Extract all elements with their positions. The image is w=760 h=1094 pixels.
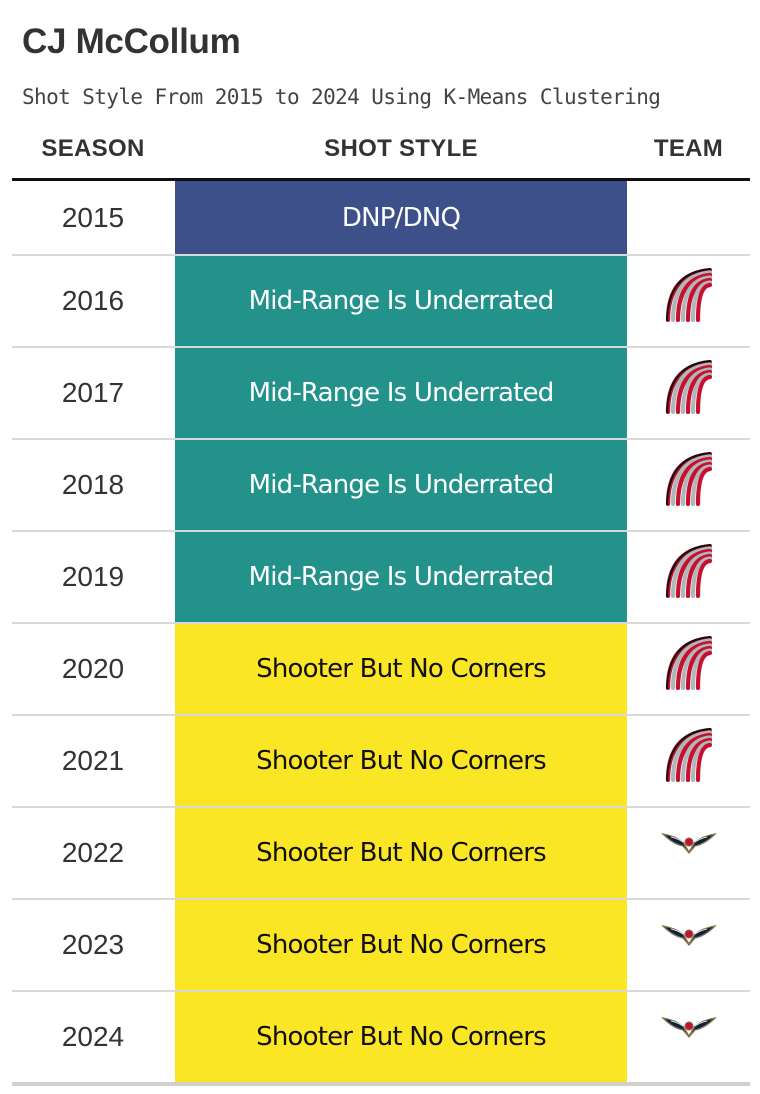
chart-title: CJ McCollum: [22, 22, 241, 61]
table-body: 2015 DNP/DNQ 2016 Mid-Range Is Underrated 20…: [12, 181, 750, 1086]
shot-style-cell: Shooter But No Corners: [175, 992, 627, 1082]
table-row: 2020 Shooter But No Corners: [12, 624, 750, 716]
table-row: 2016 Mid-Range Is Underrated: [12, 256, 750, 348]
team-cell: [627, 348, 750, 438]
column-header-team: TEAM: [653, 135, 724, 162]
pelicans-logo-icon: [660, 922, 717, 946]
shot-style-cell: Shooter But No Corners: [175, 624, 627, 714]
pelicans-logo-icon: [660, 830, 717, 854]
season-cell: 2020: [61, 653, 125, 684]
season-cell: 2021: [61, 745, 125, 776]
chart-subtitle: Shot Style From 2015 to 2024 Using K-Mea…: [22, 85, 661, 109]
table-row: 2017 Mid-Range Is Underrated: [12, 348, 750, 440]
column-header-shot-style: SHOT STYLE: [324, 135, 478, 162]
shot-style-cell: Mid-Range Is Underrated: [175, 256, 627, 346]
trail-blazers-logo-icon: [664, 634, 714, 690]
shot-style-cell: Mid-Range Is Underrated: [175, 348, 627, 438]
team-cell: [627, 992, 750, 1082]
season-cell: 2015: [61, 201, 125, 233]
team-cell: [627, 808, 750, 898]
team-cell: [627, 624, 750, 714]
table-row: 2019 Mid-Range Is Underrated: [12, 532, 750, 624]
header-rule: [12, 178, 750, 181]
team-cell: [627, 532, 750, 622]
season-cell: 2016: [61, 285, 125, 316]
table-row: 2022 Shooter But No Corners: [12, 808, 750, 900]
team-cell: [627, 440, 750, 530]
shot-style-cell: Shooter But No Corners: [175, 900, 627, 990]
trail-blazers-logo-icon: [664, 542, 714, 598]
pelicans-logo-icon: [660, 1014, 717, 1038]
shot-style-cell: Shooter But No Corners: [175, 808, 627, 898]
team-cell: [627, 900, 750, 990]
season-cell: 2018: [61, 469, 125, 500]
team-cell: [627, 181, 750, 254]
table-row: 2015 DNP/DNQ: [12, 181, 750, 256]
season-cell: 2019: [61, 561, 125, 592]
trail-blazers-logo-icon: [664, 450, 714, 506]
season-cell: 2023: [61, 929, 125, 960]
column-header-season: SEASON: [41, 135, 145, 162]
trail-blazers-logo-icon: [664, 266, 714, 322]
season-cell: 2017: [61, 377, 125, 408]
table-row: 2023 Shooter But No Corners: [12, 900, 750, 992]
shot-style-cell: Mid-Range Is Underrated: [175, 440, 627, 530]
table-row: 2018 Mid-Range Is Underrated: [12, 440, 750, 532]
table-row: 2024 Shooter But No Corners: [12, 992, 750, 1086]
shot-style-cell: Mid-Range Is Underrated: [175, 532, 627, 622]
team-cell: [627, 256, 750, 346]
shot-style-cell: DNP/DNQ: [175, 181, 627, 254]
trail-blazers-logo-icon: [664, 726, 714, 782]
shot-style-cell: Shooter But No Corners: [175, 716, 627, 806]
table-row: 2021 Shooter But No Corners: [12, 716, 750, 808]
season-cell: 2024: [61, 1021, 125, 1052]
trail-blazers-logo-icon: [664, 358, 714, 414]
team-cell: [627, 716, 750, 806]
season-cell: 2022: [61, 837, 125, 868]
